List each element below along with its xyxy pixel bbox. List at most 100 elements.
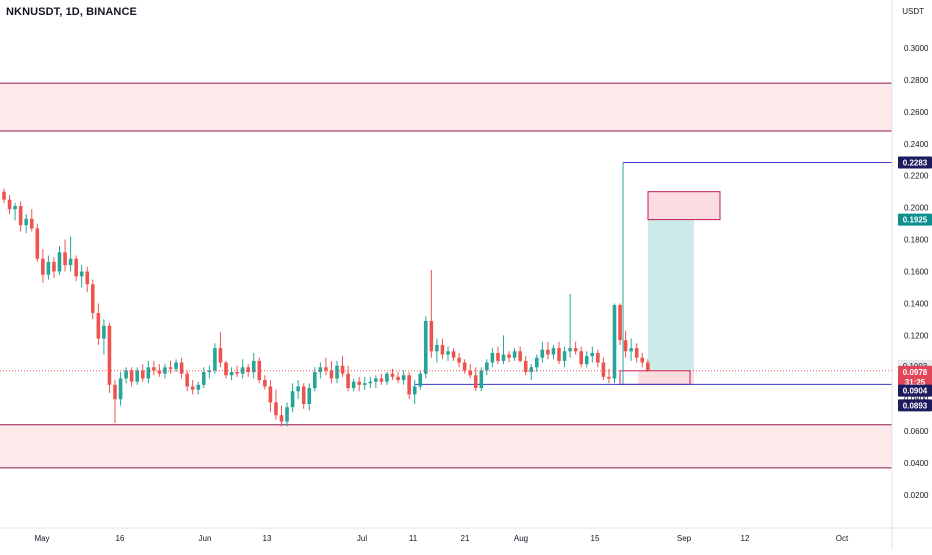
candle-body (640, 357, 645, 363)
candle-body (307, 388, 312, 405)
candle-body (224, 362, 228, 376)
y-tick-label: 0.2000 (904, 204, 929, 213)
candle-body (41, 258, 45, 275)
y-tick-label: 0.1600 (904, 268, 929, 277)
x-tick-label: 16 (116, 534, 125, 543)
price-badge-bg (898, 213, 932, 226)
y-axis[interactable]: 0.3000 0.2800 0.2600 0.2400 0.2200 0.2000 0.18… (891, 0, 929, 550)
candle-body (29, 218, 34, 229)
candle-body (629, 348, 633, 352)
candle-body (35, 228, 40, 259)
candle-body (52, 261, 56, 272)
candle-body (196, 384, 201, 390)
candle-body (501, 354, 506, 361)
candle-body (579, 351, 583, 365)
x-tick-label: 12 (741, 534, 750, 543)
candle-body (518, 351, 522, 361)
candle-body (601, 362, 606, 377)
candle-body (324, 367, 328, 371)
candle-body (507, 354, 511, 358)
x-tick-label: 15 (591, 534, 600, 543)
x-tick-label: Jul (357, 534, 367, 543)
candle-body (246, 367, 250, 373)
x-tick-label: May (34, 534, 49, 543)
candle-body (301, 386, 306, 405)
candle-body (257, 360, 262, 381)
candle-body (540, 349, 545, 358)
candle-body (568, 348, 572, 352)
candle-body (129, 370, 134, 382)
candle-body (368, 381, 373, 384)
x-tick-label: 21 (461, 534, 470, 543)
candle-body (268, 386, 273, 403)
candle-body (157, 370, 162, 374)
candle-body (263, 380, 267, 387)
price-badge-bg (898, 365, 932, 378)
candle-body (607, 376, 611, 379)
candle-body (118, 378, 123, 400)
target-area (648, 219, 694, 371)
candle-body (401, 375, 406, 381)
y-tick-label: 0.2800 (904, 76, 929, 85)
x-axis[interactable]: May 16 Jun 13 Jul 11 21 Aug 15 Sep 12 Oct (0, 527, 932, 543)
upper-resistance-zone (0, 83, 892, 132)
candle-body (551, 348, 556, 355)
candle-body (213, 348, 217, 371)
candle-body (68, 258, 73, 266)
x-tick-label: Sep (677, 534, 692, 543)
candle-body (446, 351, 450, 355)
candle-body (190, 386, 195, 390)
candle-body (351, 381, 356, 389)
candle-body (618, 305, 622, 341)
currency-label: USDT (902, 7, 924, 16)
candle-body (296, 386, 300, 392)
candle-body (174, 362, 178, 369)
candle-body (396, 376, 400, 381)
candle-body (346, 373, 350, 389)
candle-body (374, 378, 378, 382)
candle-body (74, 258, 78, 277)
candle-body (451, 351, 456, 358)
candle-body (462, 362, 467, 371)
candle-body (313, 372, 317, 389)
candle-body (596, 352, 600, 363)
candle-body (24, 218, 28, 226)
drawings[interactable] (415, 161, 892, 385)
candle-body (623, 340, 628, 352)
candle-body (163, 367, 167, 374)
y-tick-label: 0.2200 (904, 172, 929, 181)
candle-body (46, 261, 51, 275)
y-tick-label: 0.2400 (904, 140, 929, 149)
price-badge: 0.0904 (903, 387, 928, 396)
candle-body (390, 373, 395, 377)
x-tick-label: 11 (409, 534, 418, 543)
candle-body (185, 373, 189, 387)
candle-body (468, 370, 472, 376)
y-tick-label: 0.0400 (904, 459, 929, 468)
price-badge-bg (898, 156, 932, 169)
symbol-title[interactable]: NKNUSDT, 1D, BINANCE (6, 6, 137, 18)
take-profit-box[interactable] (647, 191, 721, 221)
candle-body (318, 367, 323, 373)
candle-body (285, 407, 289, 422)
candle-body (146, 367, 151, 379)
candle-body (523, 360, 528, 373)
candle-body (63, 252, 67, 266)
zones (0, 82, 892, 469)
candle-body (124, 370, 128, 379)
x-tick-label: 13 (263, 534, 272, 543)
candle-body (329, 370, 334, 379)
candle-body (357, 381, 361, 385)
x-tick-label: Aug (514, 534, 528, 543)
x-tick-label: Jun (199, 534, 212, 543)
candles (2, 188, 650, 427)
candle-body (102, 325, 106, 339)
price-badge: 31:25 (905, 378, 926, 387)
candle-body (557, 348, 561, 361)
y-tick-label: 0.2600 (904, 108, 929, 117)
price-badge: 0.0893 (903, 401, 928, 410)
candle-body (473, 375, 478, 389)
y-tick-label: 0.3000 (904, 44, 929, 53)
